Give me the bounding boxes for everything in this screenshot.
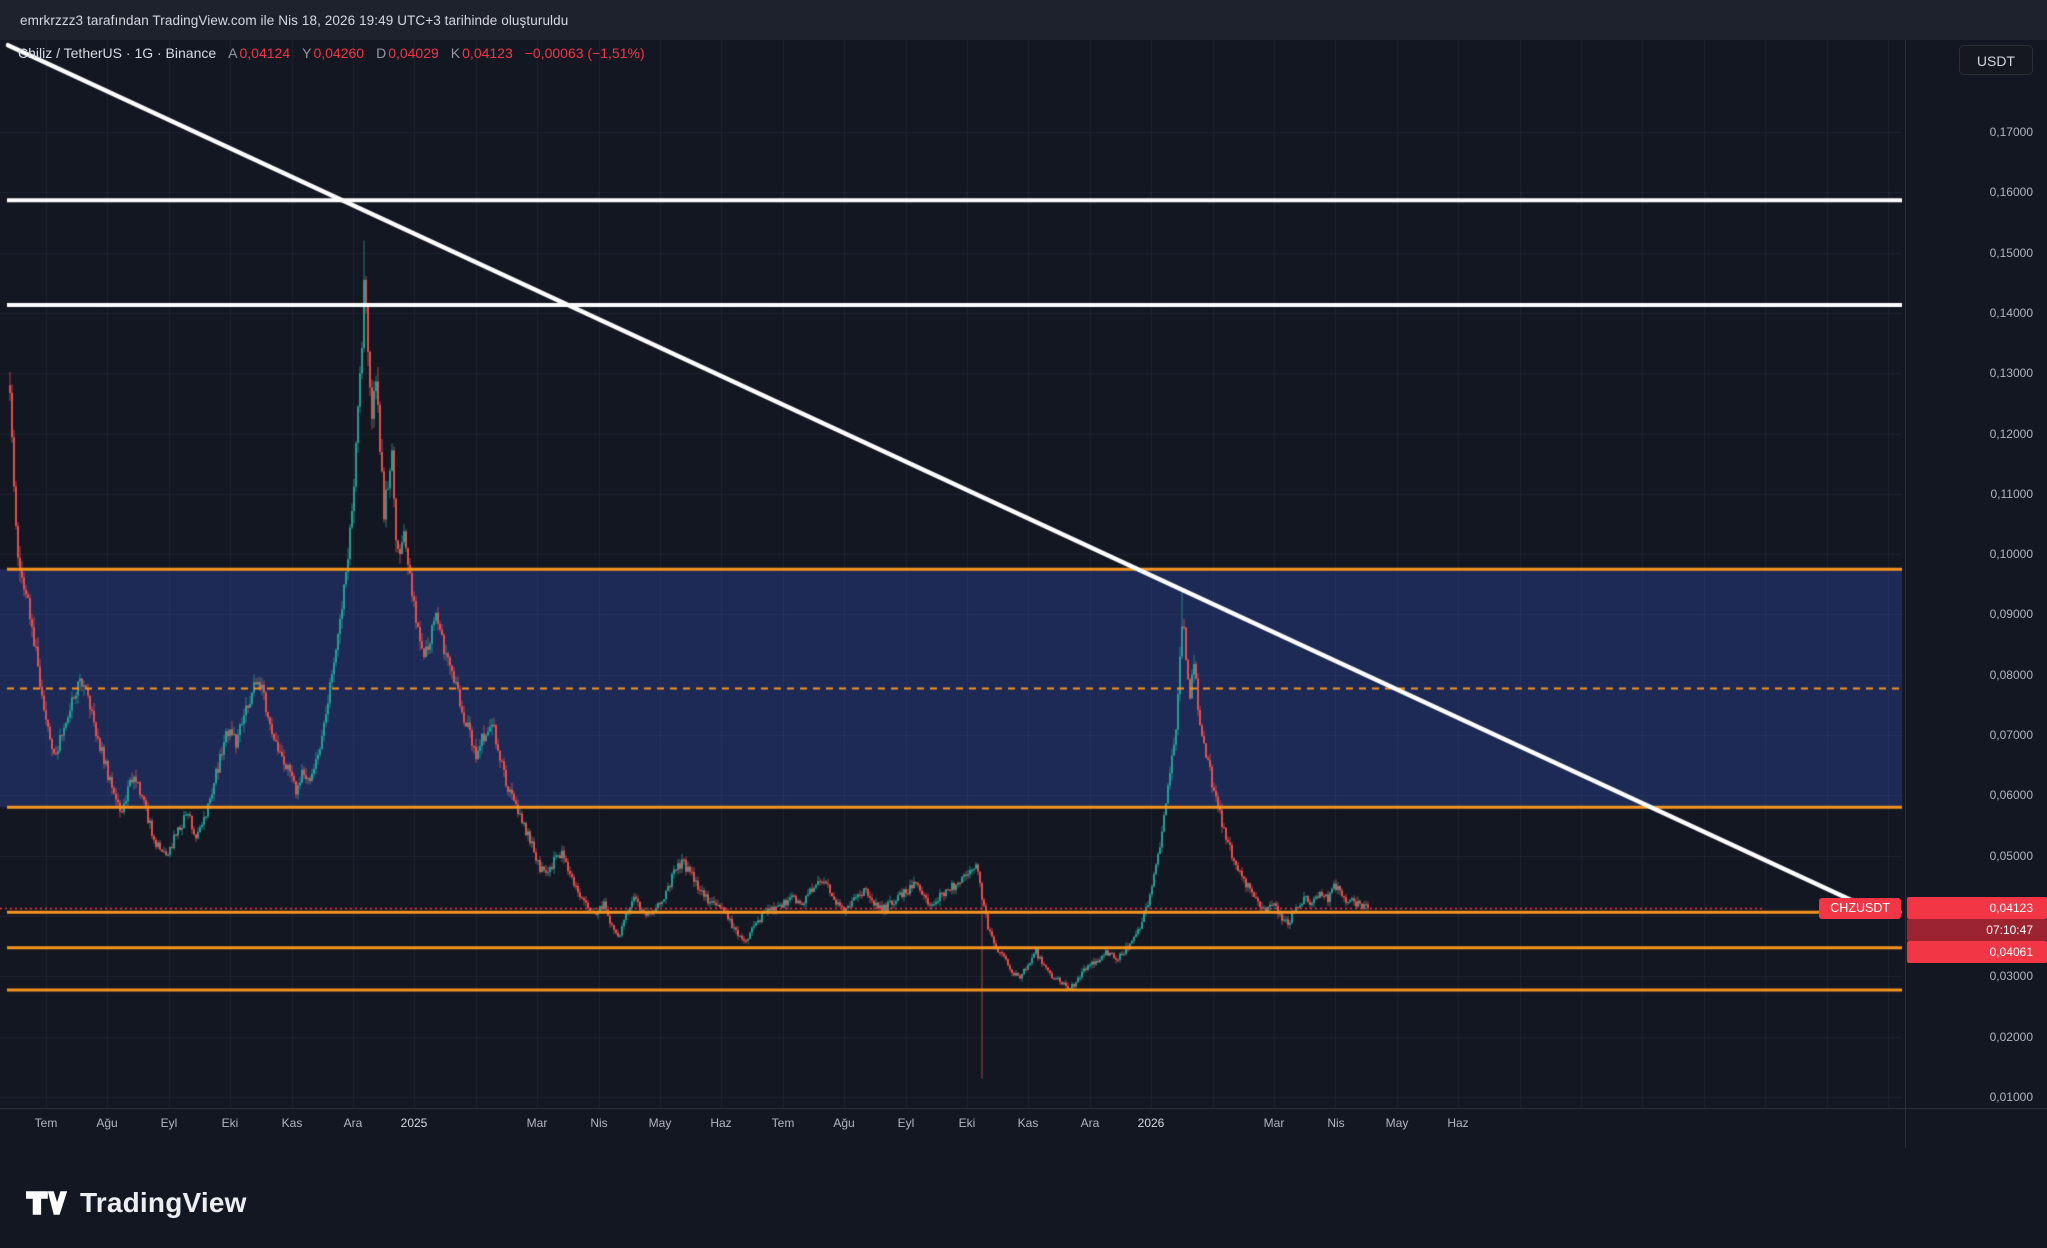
price-axis[interactable]: 0,04123 07:10:47 0,04061 0,17000 0,16000 0…: [1906, 40, 2047, 1108]
price-tick: 0,02000: [1989, 1029, 2033, 1044]
time-axis[interactable]: Tem Ağu Eyl Eki Kas Ara 2025 Mar Nis May Haz Tem Ağu…: [0, 1109, 1905, 1147]
time-tick: May: [648, 1116, 672, 1130]
price-tick: 0,13000: [1989, 366, 2033, 381]
price-tick: 0,14000: [1989, 305, 2033, 320]
chart-legend: Chiliz / TetherUS · 1G · Binance A 0,0412…: [18, 45, 645, 61]
price-tick: 0,16000: [1989, 185, 2033, 200]
time-tick: Nis: [1327, 1116, 1345, 1130]
time-tick: Haz: [710, 1116, 732, 1130]
time-tick-year: 2025: [400, 1116, 428, 1130]
ohlc-low: D 0,04029: [376, 45, 439, 61]
attribution-bar: emrkrzzz3 tarafından TradingView.com ile…: [0, 0, 2047, 40]
time-tick: Eki: [221, 1116, 239, 1130]
time-tick: Mar: [1263, 1116, 1285, 1130]
time-tick: Eyl: [897, 1116, 915, 1130]
symbol-price-tag: CHZUSDT: [1819, 897, 1901, 919]
price-tick: 0,15000: [1989, 245, 2033, 260]
price-tick: 0,01000: [1989, 1089, 2033, 1104]
price-change: −0,00063 (−1,51%): [524, 45, 645, 61]
time-axis-border: [0, 1108, 2047, 1109]
time-tick: Mar: [526, 1116, 548, 1130]
alert-price-label: 0,04061: [1907, 941, 2047, 964]
symbol-title[interactable]: Chiliz / TetherUS · 1G · Binance: [18, 45, 217, 61]
price-tick: 0,11000: [1990, 486, 2034, 501]
time-tick: Kas: [281, 1116, 303, 1130]
time-tick: Eyl: [160, 1116, 178, 1130]
time-tick: May: [1385, 1116, 1409, 1130]
time-tick: Ağu: [96, 1116, 118, 1130]
price-tick: 0,12000: [1989, 426, 2033, 441]
price-tick: 0,08000: [1989, 667, 2033, 682]
bar-countdown-label: 07:10:47: [1907, 919, 2047, 942]
tradingview-logo[interactable]: TradingView: [26, 1186, 247, 1220]
price-axis-border: [1905, 40, 1906, 1148]
time-tick: Kas: [1017, 1116, 1039, 1130]
time-tick: Ara: [1080, 1116, 1100, 1130]
price-tick: 0,06000: [1989, 788, 2033, 803]
time-tick: Tem: [34, 1116, 58, 1130]
price-tick: 0,17000: [1989, 125, 2033, 139]
time-tick: Haz: [1447, 1116, 1469, 1130]
ohlc-open: A 0,04124: [228, 45, 291, 61]
chart-pane[interactable]: [0, 40, 1905, 1108]
time-tick-year: 2026: [1137, 1116, 1165, 1130]
price-tick: 0,05000: [1989, 848, 2033, 863]
time-tick: Ağu: [833, 1116, 855, 1130]
price-tick: 0,07000: [1989, 728, 2033, 742]
time-tick: Nis: [590, 1116, 608, 1130]
time-tick: Ara: [343, 1116, 363, 1130]
current-price-label: 0,04123: [1907, 897, 2047, 920]
attribution-text: emrkrzzz3 tarafından TradingView.com ile…: [20, 12, 569, 28]
time-tick: Tem: [771, 1116, 795, 1130]
ohlc-close: K 0,04123: [450, 45, 513, 61]
price-tick: 0,10000: [1989, 547, 2033, 562]
currency-unit-button[interactable]: USDT: [1958, 45, 2033, 75]
tradingview-wordmark: TradingView: [80, 1187, 247, 1218]
ohlc-high: Y 0,04260: [302, 45, 365, 61]
time-tick: Eki: [958, 1116, 976, 1130]
price-tick: 0,03000: [1989, 969, 2033, 984]
price-tick: 0,09000: [1989, 607, 2033, 622]
tradingview-logo-icon: [26, 1191, 68, 1215]
